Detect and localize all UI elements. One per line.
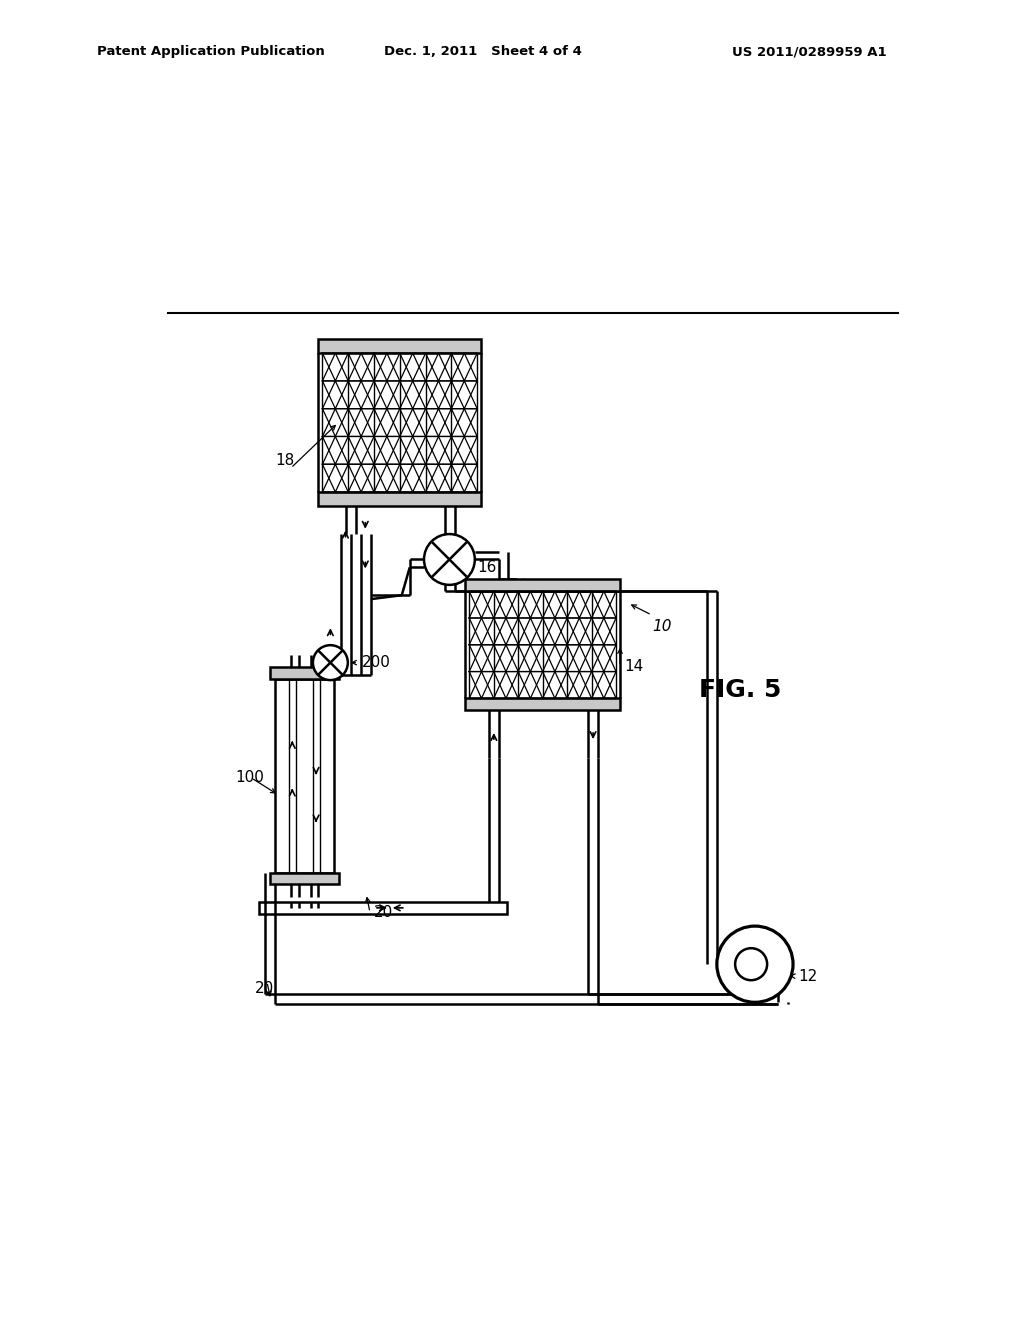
Bar — [318, 492, 481, 507]
Text: Patent Application Publication: Patent Application Publication — [97, 45, 325, 58]
Text: 20: 20 — [255, 981, 274, 995]
Text: 12: 12 — [799, 969, 818, 983]
Text: 100: 100 — [236, 770, 264, 785]
Bar — [465, 579, 620, 591]
Bar — [318, 339, 481, 354]
Text: 18: 18 — [274, 453, 294, 467]
Bar — [465, 698, 620, 710]
Text: 20: 20 — [374, 906, 393, 920]
Text: 14: 14 — [624, 659, 643, 675]
Text: Dec. 1, 2011   Sheet 4 of 4: Dec. 1, 2011 Sheet 4 of 4 — [384, 45, 582, 58]
Text: 10: 10 — [652, 619, 672, 635]
Circle shape — [424, 535, 475, 585]
Bar — [274, 678, 334, 873]
Text: FIG. 5: FIG. 5 — [699, 678, 781, 702]
Bar — [259, 902, 507, 915]
Text: 200: 200 — [362, 655, 391, 671]
Circle shape — [735, 948, 767, 981]
Text: US 2011/0289959 A1: US 2011/0289959 A1 — [732, 45, 887, 58]
Text: 16: 16 — [477, 560, 497, 576]
Bar — [270, 668, 339, 678]
Circle shape — [717, 927, 793, 1002]
Bar — [270, 873, 339, 884]
Circle shape — [313, 645, 348, 680]
